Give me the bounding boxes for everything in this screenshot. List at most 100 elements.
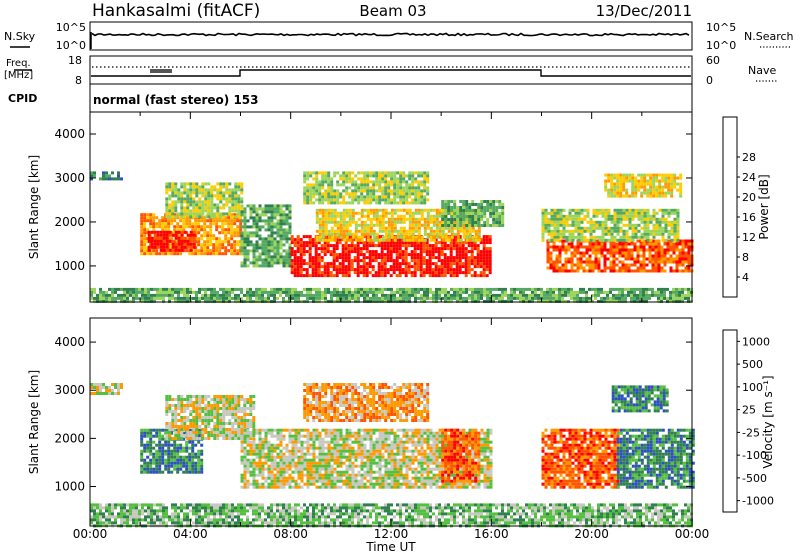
heatmap-cell-12: [660, 293, 663, 297]
heatmap-cell-4: [282, 249, 286, 253]
heatmap-cell-3: [222, 182, 226, 186]
heatmap-cell-6: [372, 235, 376, 239]
heatmap-cell-12: [183, 299, 186, 303]
heatmap-cell-6: [402, 232, 406, 236]
heatmap-cell-6: [375, 208, 379, 212]
heatmap-cell-3: [222, 203, 226, 207]
heatmap-cell-12: [105, 299, 108, 303]
heatmap-cell-5: [449, 253, 453, 257]
heatmap-cell-10: [559, 217, 563, 221]
heatmap-cell-5: [380, 271, 384, 275]
heatmap-cell-4: [246, 231, 250, 235]
heatmap-cell-7: [357, 189, 361, 193]
heatmap-cell-5: [479, 256, 483, 260]
heatmap-cell-5: [344, 247, 348, 251]
heatmap-cell-1: [224, 228, 228, 232]
heatmap-cell-11: [625, 179, 629, 183]
heatmap-cell-9: [654, 269, 658, 273]
heatmap-cell-5: [395, 265, 399, 269]
heatmap-cell-3: [228, 206, 232, 210]
heatmap-cell-1: [149, 467, 153, 471]
heatmap-cell-12: [183, 287, 186, 291]
heatmap-cell-5: [416, 259, 420, 263]
heatmap-cell-10: [652, 214, 656, 218]
heatmap-cell-11: [610, 176, 614, 180]
heatmap-cell-4: [270, 258, 274, 262]
heatmap-cell-9: [675, 248, 679, 252]
heatmap-cell-3: [192, 209, 196, 213]
heatmap-cell-4: [240, 219, 244, 223]
heatmap-cell-5: [479, 241, 483, 245]
heatmap-cell-9: [651, 245, 655, 249]
heatmap-cell-12: [432, 296, 435, 300]
heatmap-cell-12: [582, 287, 585, 291]
heatmap-cell-7: [309, 192, 313, 196]
heatmap-cell-1: [140, 222, 144, 226]
heatmap-cell-10: [568, 214, 572, 218]
heatmap-cell-5: [359, 250, 363, 254]
heatmap-cell-8: [492, 200, 496, 203]
heatmap-cell-5: [317, 268, 321, 272]
heatmap-cell-9: [669, 254, 673, 258]
heatmap-cell-9: [558, 248, 562, 252]
heatmap-cell-9: [612, 245, 616, 249]
heatmap-cell-4: [249, 225, 253, 229]
heatmap-cell-12: [183, 293, 186, 297]
heatmap-cell-12: [327, 299, 330, 303]
heatmap-cell-8: [447, 221, 451, 224]
heatmap-cell-5: [428, 271, 432, 275]
heatmap-cell-6: [369, 238, 373, 242]
heatmap-cell-12: [549, 293, 552, 297]
heatmap-cell-6: [363, 226, 367, 230]
heatmap-cell-12: [222, 293, 225, 297]
heatmap-cell-0: [111, 389, 114, 392]
heatmap-cell-4: [276, 228, 280, 232]
heatmap-cell-12: [558, 296, 561, 300]
heatmap-cell-12: [174, 299, 177, 303]
heatmap-cell-1: [176, 228, 180, 232]
heatmap-cell-6: [420, 223, 424, 227]
heatmap-cell-12: [261, 290, 264, 294]
heatmap-cell-5: [362, 274, 366, 278]
heatmap-cell-5: [362, 271, 366, 275]
heatmap-cell-12: [144, 296, 147, 300]
heatmap-cell-3: [189, 182, 193, 186]
heatmap-cell-5: [374, 250, 378, 254]
heatmap-cell-12: [294, 287, 297, 291]
heatmap-cell-1: [182, 225, 186, 229]
heatmap-cell-10: [625, 214, 629, 218]
heatmap-cell-10: [592, 211, 596, 215]
heatmap-cell-12: [582, 299, 585, 303]
heatmap-cell-12: [276, 287, 279, 291]
heatmap-cell-7: [354, 186, 358, 190]
heatmap-cell-1: [149, 213, 153, 217]
heatmap-cell-5: [305, 244, 309, 248]
heatmap-cell-10: [562, 208, 566, 212]
heatmap-cell-5: [419, 250, 423, 254]
heatmap-cell-10: [553, 220, 557, 224]
heatmap-cell-3: [174, 215, 178, 219]
heatmap-cell-7: [381, 171, 385, 175]
heatmap-cell-12: [447, 296, 450, 300]
heatmap-cell-1: [224, 219, 228, 223]
heatmap-cell-12: [687, 287, 690, 291]
heatmap-cell-1: [236, 228, 240, 232]
heatmap-cell-3: [237, 203, 241, 207]
heatmap-cell-5: [311, 244, 315, 248]
heatmap-cell-3: [177, 200, 181, 204]
heatmap-cell-10: [661, 232, 665, 236]
heatmap-cell-1: [173, 252, 177, 256]
heatmap-cell-12: [675, 290, 678, 294]
heatmap-cell-7: [342, 201, 346, 205]
heatmap-cell-4: [261, 261, 265, 265]
heatmap-cell-1: [227, 231, 231, 235]
heatmap-cell-6: [408, 226, 412, 230]
heatmap-cell-10: [580, 229, 584, 233]
heatmap-cell-0: [117, 171, 120, 175]
heatmap-cell-5: [344, 274, 348, 278]
heatmap-cell-1: [164, 452, 168, 456]
heatmap-cell-3: [216, 182, 220, 186]
heatmap-cell-5: [464, 274, 468, 278]
heatmap-cell-7: [408, 174, 412, 178]
heatmap-cell-9: [663, 260, 667, 264]
